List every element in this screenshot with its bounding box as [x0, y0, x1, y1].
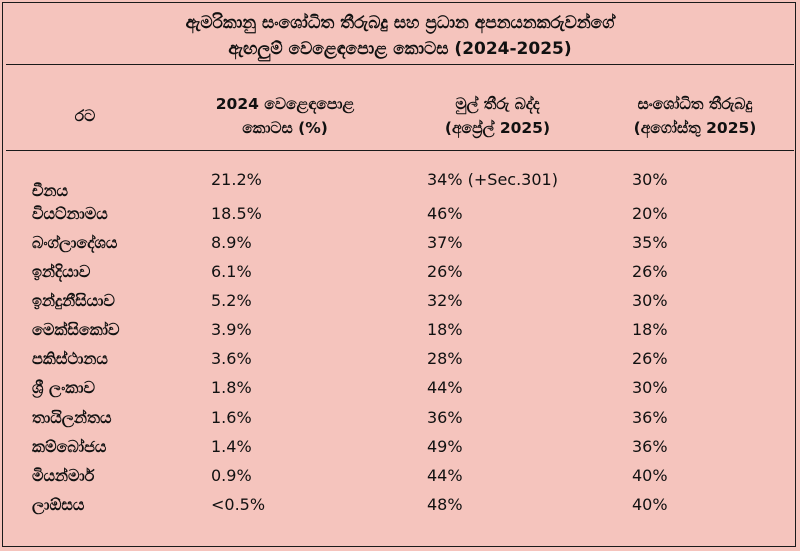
country-cell: බංග්ලාදේශය — [32, 233, 118, 252]
table-row: චීනය 21.2% 34% (+Sec.301) 30% — [0, 170, 800, 209]
revised-tariff-cell: 26% — [632, 349, 668, 368]
table-row: මෙක්සිකෝව 3.9% 18% 18% — [0, 320, 800, 348]
header-revised-tariff-line2: (අගෝස්තු 2025) — [633, 119, 757, 137]
share-cell: 18.5% — [211, 204, 262, 223]
country-cell: මියන්මාර් — [32, 466, 95, 485]
table-row: වියට්නාමය 18.5% 46% 20% — [0, 204, 800, 232]
revised-tariff-cell: 36% — [632, 437, 668, 456]
country-cell: චීනය — [32, 181, 69, 200]
share-cell: 1.6% — [211, 408, 252, 427]
original-tariff-cell: 44% — [427, 378, 463, 397]
title-line-1: ඇමරිකානු සංශෝධිත තීරුබදු සහ ප්‍රධාන අපනය… — [185, 13, 615, 33]
original-tariff-cell: 48% — [427, 495, 463, 514]
revised-tariff-cell: 30% — [632, 378, 668, 397]
header-revised-tariff-line1: සංශෝධිත තීරුබදු — [637, 95, 753, 113]
header-original-tariff-line1: මුල් තීරු බද්ද — [455, 95, 540, 113]
share-cell: 3.9% — [211, 320, 252, 339]
table-row: ඉන්දුනීසියාව 5.2% 32% 30% — [0, 291, 800, 319]
revised-tariff-cell: 26% — [632, 262, 668, 281]
original-tariff-cell: 18% — [427, 320, 463, 339]
table-row: පකිස්ථානය 3.6% 28% 26% — [0, 349, 800, 377]
header-divider — [6, 150, 794, 151]
revised-tariff-cell: 40% — [632, 495, 668, 514]
share-cell: 3.6% — [211, 349, 252, 368]
revised-tariff-cell: 30% — [632, 170, 668, 189]
revised-tariff-cell: 20% — [632, 204, 668, 223]
original-tariff-cell: 26% — [427, 262, 463, 281]
header-market-share-line1: 2024 වෙළෙඳපොළ — [215, 95, 355, 113]
original-tariff-cell: 37% — [427, 233, 463, 252]
country-cell: තායිලන්තය — [32, 408, 112, 427]
share-cell: 21.2% — [211, 170, 262, 189]
header-original-tariff: මුල් තීරු බද්ද (අප්‍රේල් 2025) — [415, 92, 580, 140]
country-cell: වියට්නාමය — [32, 204, 108, 223]
country-cell: ඉන්දියාව — [32, 262, 91, 281]
revised-tariff-cell: 36% — [632, 408, 668, 427]
table-row: තායිලන්තය 1.6% 36% 36% — [0, 408, 800, 436]
table-row: කම්බෝජය 1.4% 49% 36% — [0, 437, 800, 465]
country-cell: පකිස්ථානය — [32, 349, 108, 368]
revised-tariff-cell: 40% — [632, 466, 668, 485]
country-cell: ශ්‍රී ලංකාව — [32, 378, 96, 397]
share-cell: 8.9% — [211, 233, 252, 252]
original-tariff-cell: 36% — [427, 408, 463, 427]
revised-tariff-cell: 18% — [632, 320, 668, 339]
country-cell: ලාඕසය — [32, 495, 85, 514]
share-cell: 1.8% — [211, 378, 252, 397]
table-row: ශ්‍රී ලංකාව 1.8% 44% 30% — [0, 378, 800, 406]
title-line-2: ඇඟලුම් වෙළෙඳපොළ කොටස (2024-2025) — [228, 39, 572, 59]
table-row: බංග්ලාදේශය 8.9% 37% 35% — [0, 233, 800, 261]
table-row: ඉන්දියාව 6.1% 26% 26% — [0, 262, 800, 290]
country-cell: ඉන්දුනීසියාව — [32, 291, 115, 310]
share-cell: <0.5% — [211, 495, 266, 514]
share-cell: 6.1% — [211, 262, 252, 281]
original-tariff-cell: 44% — [427, 466, 463, 485]
original-tariff-cell: 34% (+Sec.301) — [427, 170, 558, 189]
header-country: රට — [40, 104, 130, 128]
header-country-label: රට — [74, 107, 96, 125]
table-row: ලාඕසය <0.5% 48% 40% — [0, 495, 800, 523]
title-divider — [6, 64, 794, 65]
original-tariff-cell: 32% — [427, 291, 463, 310]
original-tariff-cell: 49% — [427, 437, 463, 456]
original-tariff-cell: 28% — [427, 349, 463, 368]
header-market-share: 2024 වෙළෙඳපොළ කොටස (%) — [200, 92, 370, 140]
share-cell: 1.4% — [211, 437, 252, 456]
country-cell: කම්බෝජය — [32, 437, 107, 456]
original-tariff-cell: 46% — [427, 204, 463, 223]
header-market-share-line2: කොටස (%) — [242, 119, 328, 137]
header-original-tariff-line2: (අප්‍රේල් 2025) — [444, 119, 551, 137]
share-cell: 0.9% — [211, 466, 252, 485]
revised-tariff-cell: 35% — [632, 233, 668, 252]
share-cell: 5.2% — [211, 291, 252, 310]
table-row: මියන්මාර් 0.9% 44% 40% — [0, 466, 800, 494]
header-revised-tariff: සංශෝධිත තීරුබදු (අගෝස්තු 2025) — [600, 92, 790, 140]
revised-tariff-cell: 30% — [632, 291, 668, 310]
country-cell: මෙක්සිකෝව — [32, 320, 120, 339]
